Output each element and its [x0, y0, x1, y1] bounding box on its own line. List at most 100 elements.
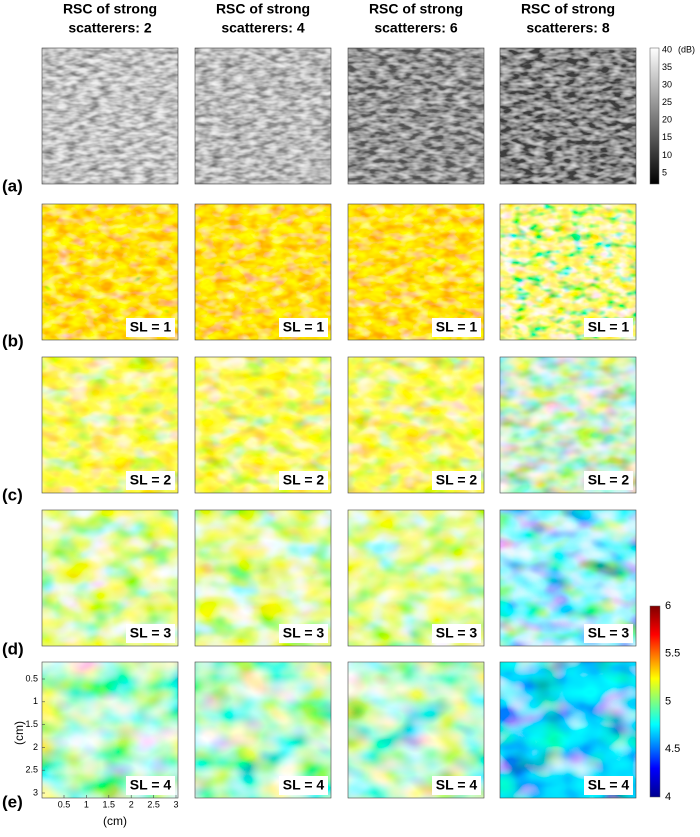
x-tick-label: 3 — [173, 799, 178, 809]
panel-frame — [41, 509, 179, 647]
panel-frame — [194, 661, 332, 799]
map-panel — [500, 204, 636, 340]
row-label: (d) — [2, 639, 24, 658]
x-tick-label: 1.5 — [103, 799, 116, 809]
gray-unit: (dB) — [678, 44, 695, 54]
gray-tick-label: 40 — [662, 44, 672, 54]
sl-box — [432, 471, 481, 490]
row-label: (e) — [2, 792, 23, 811]
map-panel — [195, 204, 331, 340]
map-panel — [42, 510, 178, 646]
row-label: (c) — [2, 485, 23, 504]
y-tick-label: 1.5 — [25, 719, 38, 729]
sl-label: SL = 3 — [436, 625, 478, 641]
map-panel — [42, 357, 178, 493]
color-tick-label: 6 — [665, 600, 671, 612]
sl-box — [279, 776, 328, 795]
panel-frame — [41, 356, 179, 494]
panel-frame — [194, 509, 332, 647]
column-title: RSC of strong — [216, 1, 310, 17]
column-title: RSC of strong — [63, 1, 157, 17]
column-title: RSC of strong — [521, 1, 615, 17]
y-tick-label: 2.5 — [25, 765, 38, 775]
sl-box — [126, 318, 175, 337]
panel-frame — [499, 203, 637, 341]
gray-tick-label: 10 — [662, 150, 672, 160]
panel-frame — [41, 47, 179, 185]
column-title: scatterers: 4 — [221, 20, 304, 36]
map-panel — [500, 510, 636, 646]
x-tick-label: 0.5 — [58, 799, 71, 809]
sl-label: SL = 3 — [130, 625, 172, 641]
sl-label: SL = 1 — [130, 319, 172, 335]
map-panel — [500, 662, 636, 798]
color-tick-label: 5.5 — [665, 648, 680, 660]
color-tick-label: 4.5 — [665, 743, 680, 755]
map-panel — [348, 48, 484, 184]
panel-frame — [347, 203, 485, 341]
color-tick-label: 4 — [665, 791, 671, 803]
sl-label: SL = 2 — [436, 472, 478, 488]
column-title: RSC of strong — [369, 1, 463, 17]
column-title: scatterers: 2 — [68, 20, 151, 36]
sl-box — [126, 776, 175, 795]
gray-tick-label: 25 — [662, 97, 672, 107]
panel-frame — [41, 203, 179, 341]
column-title: scatterers: 8 — [526, 20, 609, 36]
gray-tick-label: 5 — [662, 167, 667, 177]
panel-frame — [194, 203, 332, 341]
color-tick-label: 5 — [665, 695, 671, 707]
color-colorbar — [649, 605, 661, 798]
y-axis-label: (cm) — [12, 721, 26, 745]
sl-box — [584, 318, 633, 337]
map-panel — [348, 662, 484, 798]
map-panel — [42, 662, 178, 798]
gray-tick-label: 30 — [662, 80, 672, 90]
x-tick-label: 2.5 — [147, 799, 160, 809]
map-panel — [195, 510, 331, 646]
sl-box — [279, 318, 328, 337]
panel-frame — [499, 47, 637, 185]
panel-frame — [347, 661, 485, 799]
y-tick-label: 0.5 — [25, 673, 38, 683]
sl-label: SL = 2 — [588, 472, 630, 488]
sl-box — [126, 624, 175, 643]
row-label: (a) — [2, 176, 23, 195]
map-panel — [348, 204, 484, 340]
panel-frame — [194, 356, 332, 494]
sl-label: SL = 4 — [283, 777, 325, 793]
sl-label: SL = 1 — [436, 319, 478, 335]
map-panel — [195, 357, 331, 493]
panel-frame — [194, 47, 332, 185]
map-panel — [42, 204, 178, 340]
x-tick-label: 2 — [129, 799, 134, 809]
map-panel — [500, 48, 636, 184]
map-panel — [195, 662, 331, 798]
sl-box — [432, 318, 481, 337]
panel-frame — [499, 509, 637, 647]
panel-frame — [347, 509, 485, 647]
sl-label: SL = 3 — [588, 625, 630, 641]
gray-tick-label: 35 — [662, 62, 672, 72]
sl-label: SL = 2 — [130, 472, 172, 488]
sl-box — [432, 776, 481, 795]
sl-box — [279, 624, 328, 643]
y-tick-label: 1 — [33, 696, 38, 706]
panel-frame — [347, 47, 485, 185]
sl-label: SL = 4 — [588, 777, 630, 793]
map-panel — [500, 357, 636, 493]
x-tick-label: 1 — [84, 799, 89, 809]
map-panel — [348, 357, 484, 493]
sl-box — [126, 471, 175, 490]
map-panel — [195, 48, 331, 184]
y-tick-label: 3 — [33, 787, 38, 797]
sl-label: SL = 1 — [283, 319, 325, 335]
map-panel — [42, 48, 178, 184]
column-title: scatterers: 6 — [374, 20, 457, 36]
sl-box — [584, 624, 633, 643]
gray-tick-label: 20 — [662, 115, 672, 125]
x-axis-label: (cm) — [103, 814, 127, 828]
sl-box — [584, 471, 633, 490]
panel-frame — [41, 661, 179, 799]
